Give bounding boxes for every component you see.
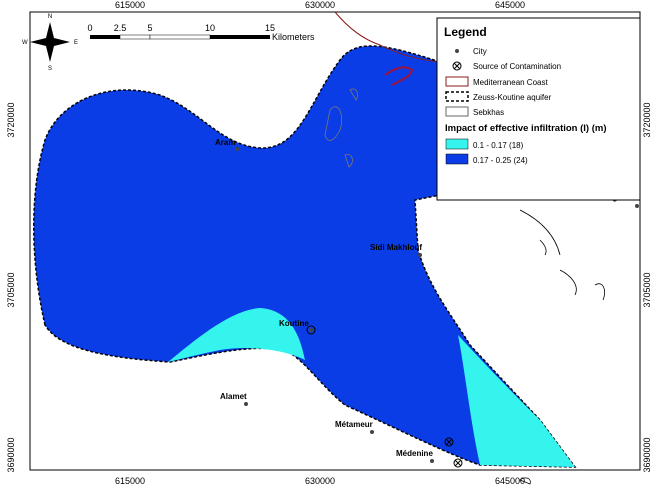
- compass-label: S: [48, 66, 52, 72]
- city-marker: [635, 204, 639, 208]
- x-tick-label: 615000: [115, 476, 145, 486]
- scale-label: 2.5: [114, 23, 127, 33]
- cities: Aram Boughrara Sidi Makhlouf Koutine Ala…: [215, 138, 639, 468]
- city-marker: [430, 459, 434, 463]
- city-marker: [244, 402, 248, 406]
- y-tick-label: 3720000: [6, 102, 16, 137]
- legend-symbol: [445, 153, 469, 165]
- y-tick-label: 3690000: [642, 437, 652, 472]
- scale-segment: [210, 35, 270, 39]
- city-marker: [235, 147, 239, 151]
- scale-segment: [90, 35, 120, 39]
- city-label: Aram: [215, 138, 235, 147]
- x-ticks: 615000 630000 645000 615000 630000 64500…: [115, 0, 525, 486]
- y-tick-label: 3705000: [642, 272, 652, 307]
- legend-item: Zeuss-Koutine aquifer: [473, 93, 552, 102]
- contamination-source: [444, 437, 463, 468]
- legend-item: Source of Contamination: [473, 62, 561, 71]
- city-label: Métameur: [335, 420, 373, 429]
- y-tick-label: 3705000: [6, 272, 16, 307]
- x-tick-label: 630000: [305, 0, 335, 10]
- coast: [384, 66, 414, 86]
- compass-label: N: [48, 14, 52, 20]
- city-marker: [309, 328, 313, 332]
- y-tick-label: 3690000: [6, 437, 16, 472]
- city-label: Sidi Makhlouf: [370, 243, 422, 252]
- legend-symbol: [445, 91, 469, 102]
- legend-subtitle: Impact of effective infiltration (I) (m): [445, 123, 607, 134]
- legend-symbol: [452, 61, 462, 71]
- legend-box: [436, 17, 641, 201]
- scale-label: 5: [147, 23, 152, 33]
- sebkha: [324, 88, 358, 168]
- scale-unit: Kilometers: [272, 32, 315, 42]
- scale-segment: [149, 34, 211, 40]
- low-impact-zone: [168, 308, 305, 362]
- city-marker: [370, 430, 374, 434]
- compass-label: W: [22, 40, 28, 46]
- legend-item: 0.1 - 0.17 (18): [473, 141, 524, 150]
- legend-symbol: [445, 76, 469, 87]
- scale-segment: [119, 34, 151, 40]
- city-label: Médenine: [396, 449, 433, 458]
- legend-item: Sebkhas: [473, 108, 504, 117]
- legend-symbol: [445, 138, 469, 150]
- legend-symbol: [455, 49, 459, 53]
- sebkha: [519, 209, 605, 485]
- contamination-source: [306, 325, 316, 335]
- city-label: Koutine: [279, 319, 309, 328]
- legend-symbol: [453, 62, 461, 70]
- scale-label: 0: [87, 23, 92, 33]
- compass-rose: [30, 22, 70, 62]
- legend-item: City: [473, 47, 487, 56]
- x-tick-label: 645000: [495, 476, 525, 486]
- low-impact-zone: [458, 335, 575, 467]
- compass: N S E W: [22, 14, 78, 72]
- legend-title: Legend: [444, 25, 487, 39]
- y-ticks: 3720000 3705000 3690000 3720000 3705000 …: [6, 102, 652, 472]
- coast: [334, 11, 441, 63]
- legend: Legend City Source of Contamination Medi…: [436, 17, 641, 201]
- legend-item: 0.17 - 0.25 (24): [473, 156, 528, 165]
- x-tick-label: 645000: [495, 0, 525, 10]
- scale-label: 15: [265, 23, 275, 33]
- legend-symbol: [445, 106, 469, 117]
- y-tick-label: 3720000: [642, 102, 652, 137]
- compass-label: E: [74, 40, 78, 46]
- legend-item: Mediterranean Coast: [473, 78, 548, 87]
- city-label: Alamet: [220, 392, 247, 401]
- scale-bar: 0 2.5 5 10 15 Kilometers: [87, 23, 315, 42]
- scale-label: 10: [205, 23, 215, 33]
- city-marker: [418, 253, 422, 257]
- x-tick-label: 630000: [305, 476, 335, 486]
- x-tick-label: 615000: [115, 0, 145, 10]
